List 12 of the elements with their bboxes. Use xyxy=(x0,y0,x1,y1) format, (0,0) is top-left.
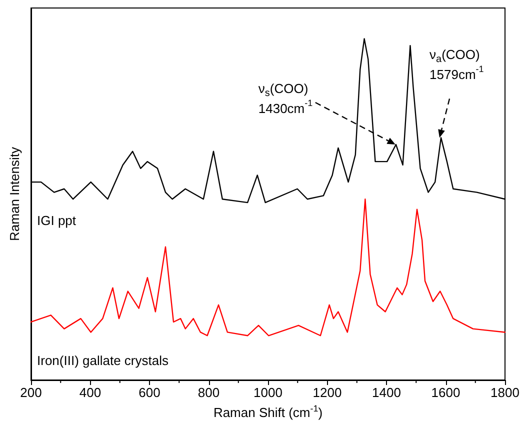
x-tick-label: 1400 xyxy=(372,385,401,400)
y-axis-title: Raman Intensity xyxy=(7,146,22,241)
x-tick-label: 1200 xyxy=(312,385,342,400)
x-tick-label: 800 xyxy=(198,385,220,400)
series-label: IGI ppt xyxy=(37,213,76,228)
x-tick-label: 600 xyxy=(138,385,160,400)
x-tick-label: 200 xyxy=(20,385,42,400)
x-tick-label: 1800 xyxy=(490,385,520,400)
x-tick-label: 1000 xyxy=(254,385,282,400)
text: Iron(III) gallate crystals xyxy=(37,352,169,368)
x-tick-label: 1600 xyxy=(431,385,460,400)
x-tick-label: 400 xyxy=(79,385,102,400)
